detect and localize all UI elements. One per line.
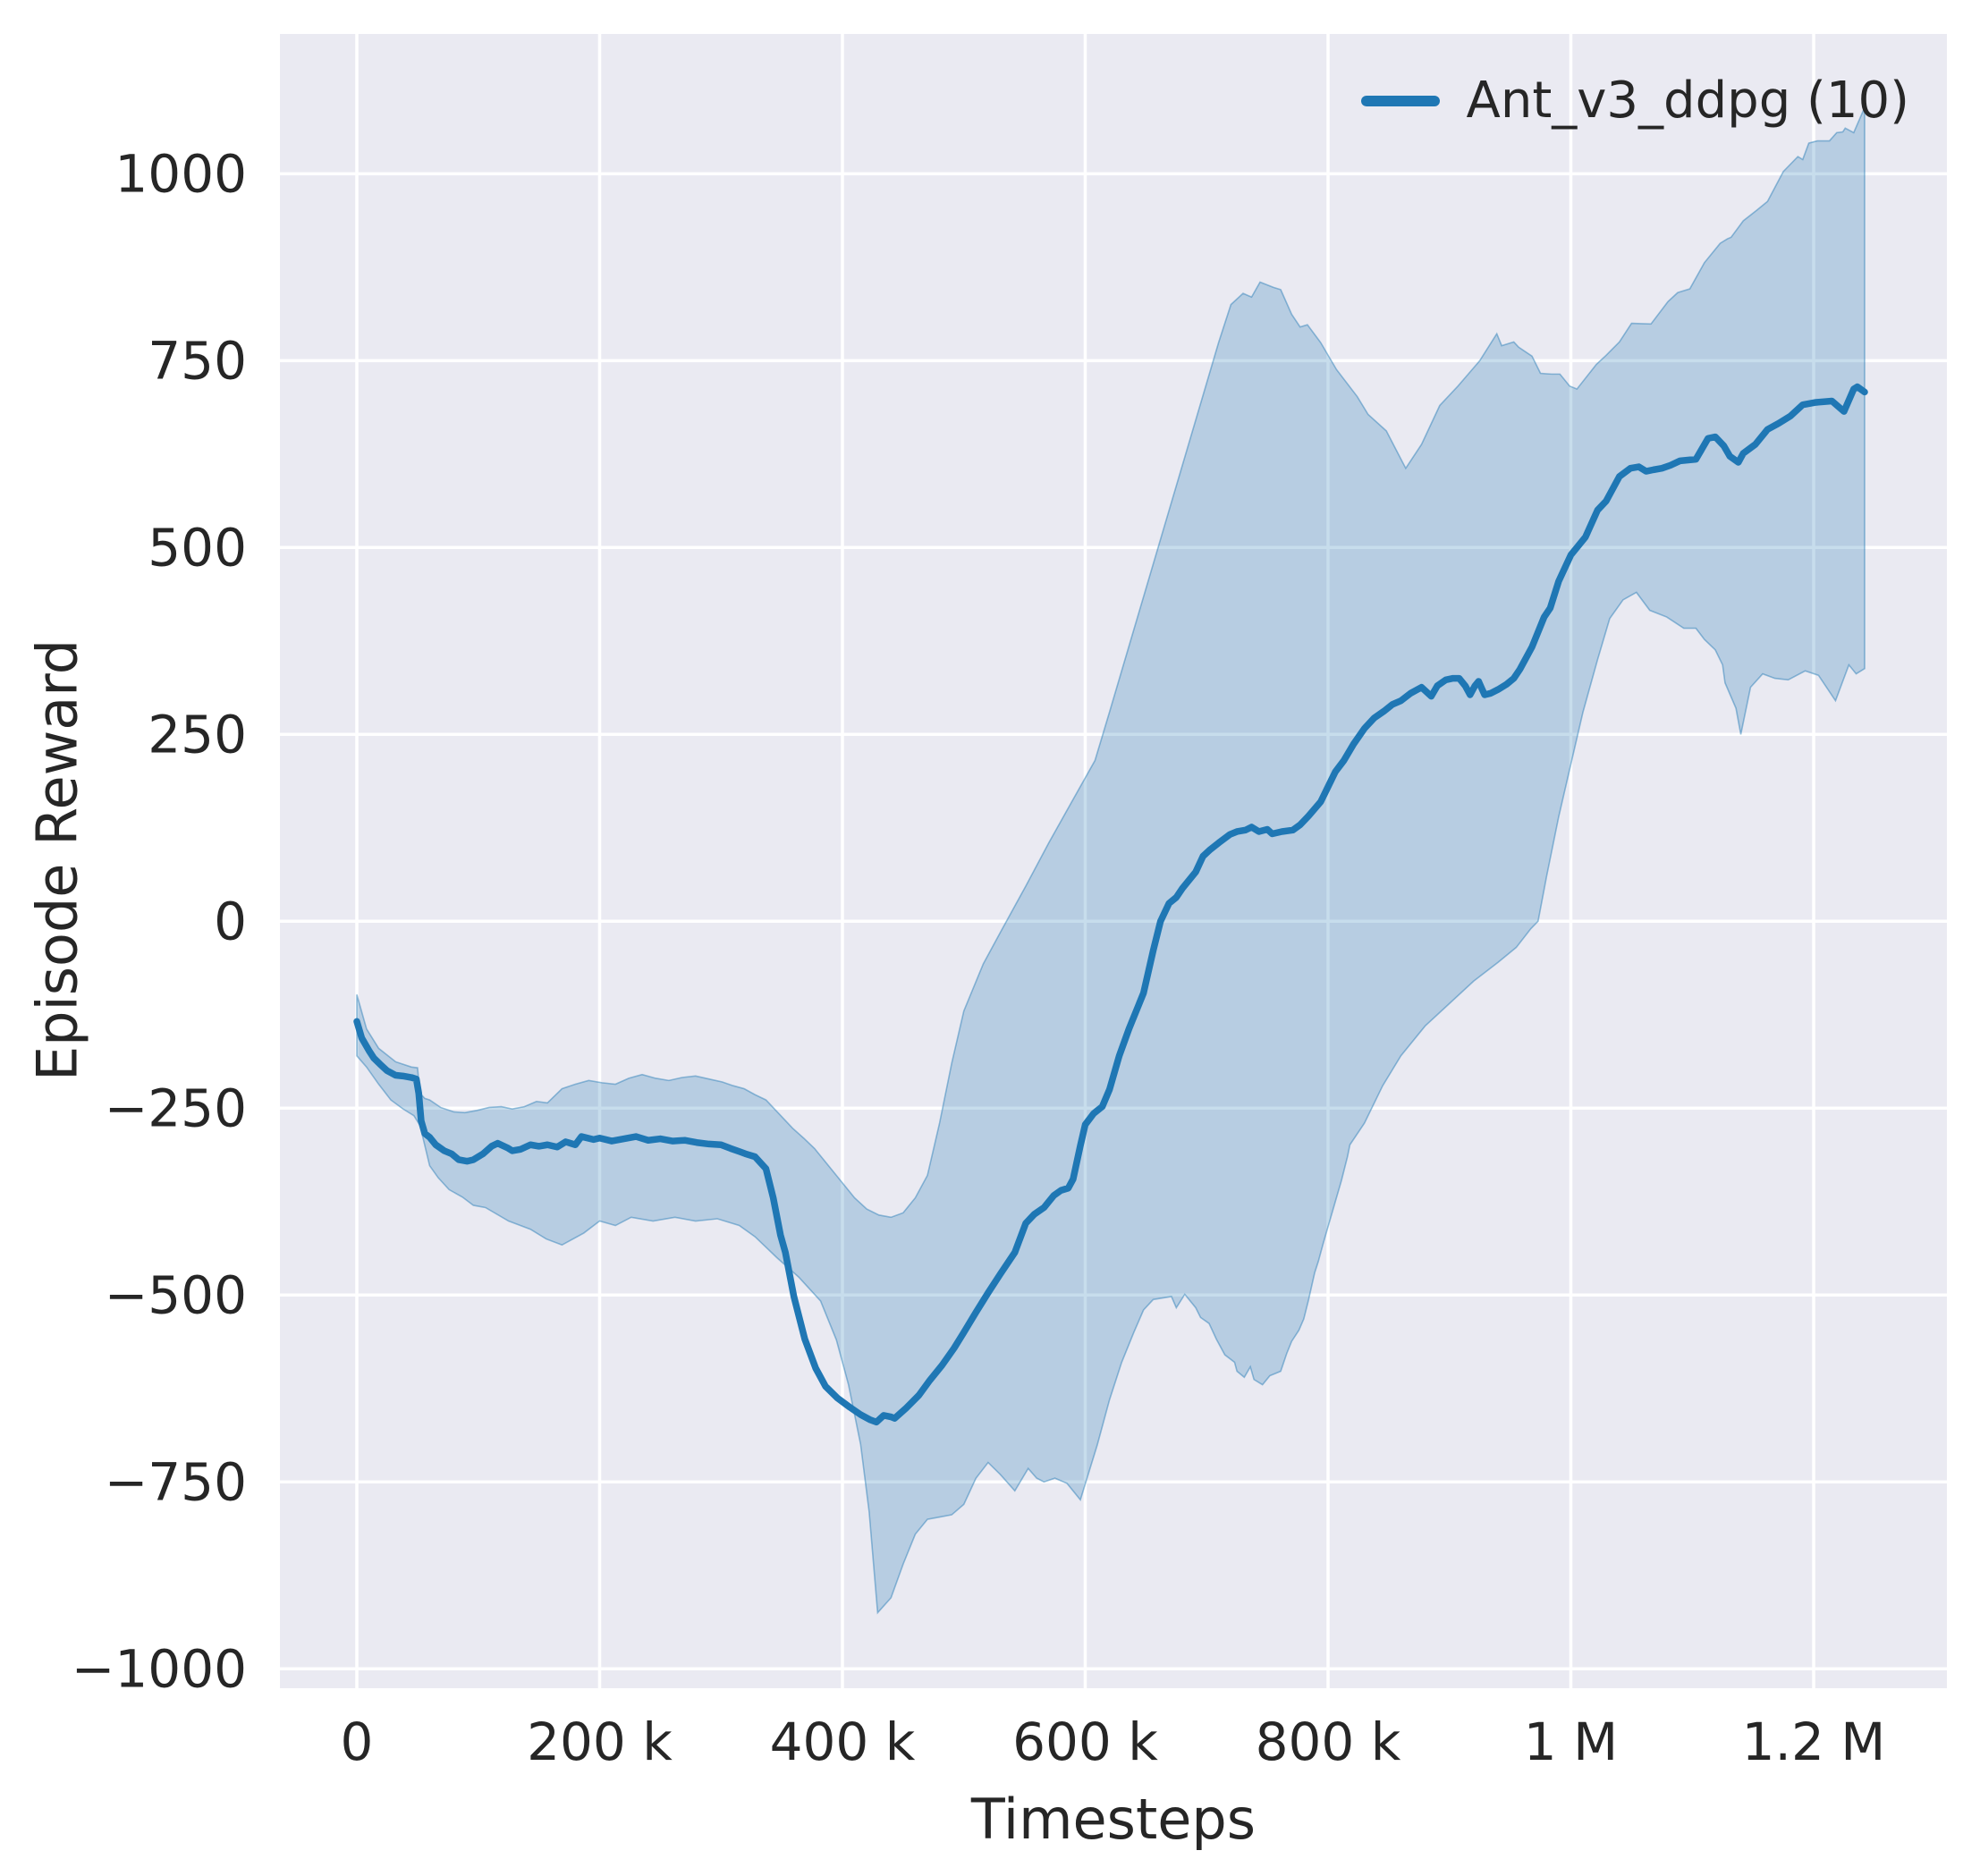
x-tick-label: 200 k (527, 1711, 673, 1772)
y-tick-label: −1000 (72, 1638, 247, 1699)
y-tick-label: 0 (214, 891, 247, 951)
mean-line (353, 383, 1868, 1426)
y-tick-label: −750 (105, 1451, 247, 1512)
x-tick-label: 1.2 M (1742, 1711, 1886, 1772)
y-tick-label: 1000 (114, 143, 247, 204)
x-tick-label: 1 M (1524, 1711, 1618, 1772)
plot-area (280, 34, 1947, 1688)
y-axis-label: Episode Reward (24, 638, 90, 1082)
std-band (356, 109, 1866, 1615)
x-tick-label: 0 (341, 1711, 374, 1772)
y-tick-label: 500 (148, 517, 247, 578)
y-tick-label: 750 (148, 330, 247, 391)
x-tick-label: 400 k (770, 1711, 916, 1772)
legend-line-sample (1360, 95, 1440, 106)
y-tick-label: −500 (105, 1264, 247, 1325)
legend: Ant_v3_ddpg (10) (1360, 72, 1909, 130)
y-tick-label: −250 (105, 1077, 247, 1138)
x-tick-label: 600 k (1012, 1711, 1158, 1772)
x-tick-label: 800 k (1256, 1711, 1401, 1772)
legend-label: Ant_v3_ddpg (10) (1466, 72, 1909, 130)
y-tick-label: 250 (148, 704, 247, 765)
x-axis-label: Timesteps (970, 1787, 1257, 1852)
